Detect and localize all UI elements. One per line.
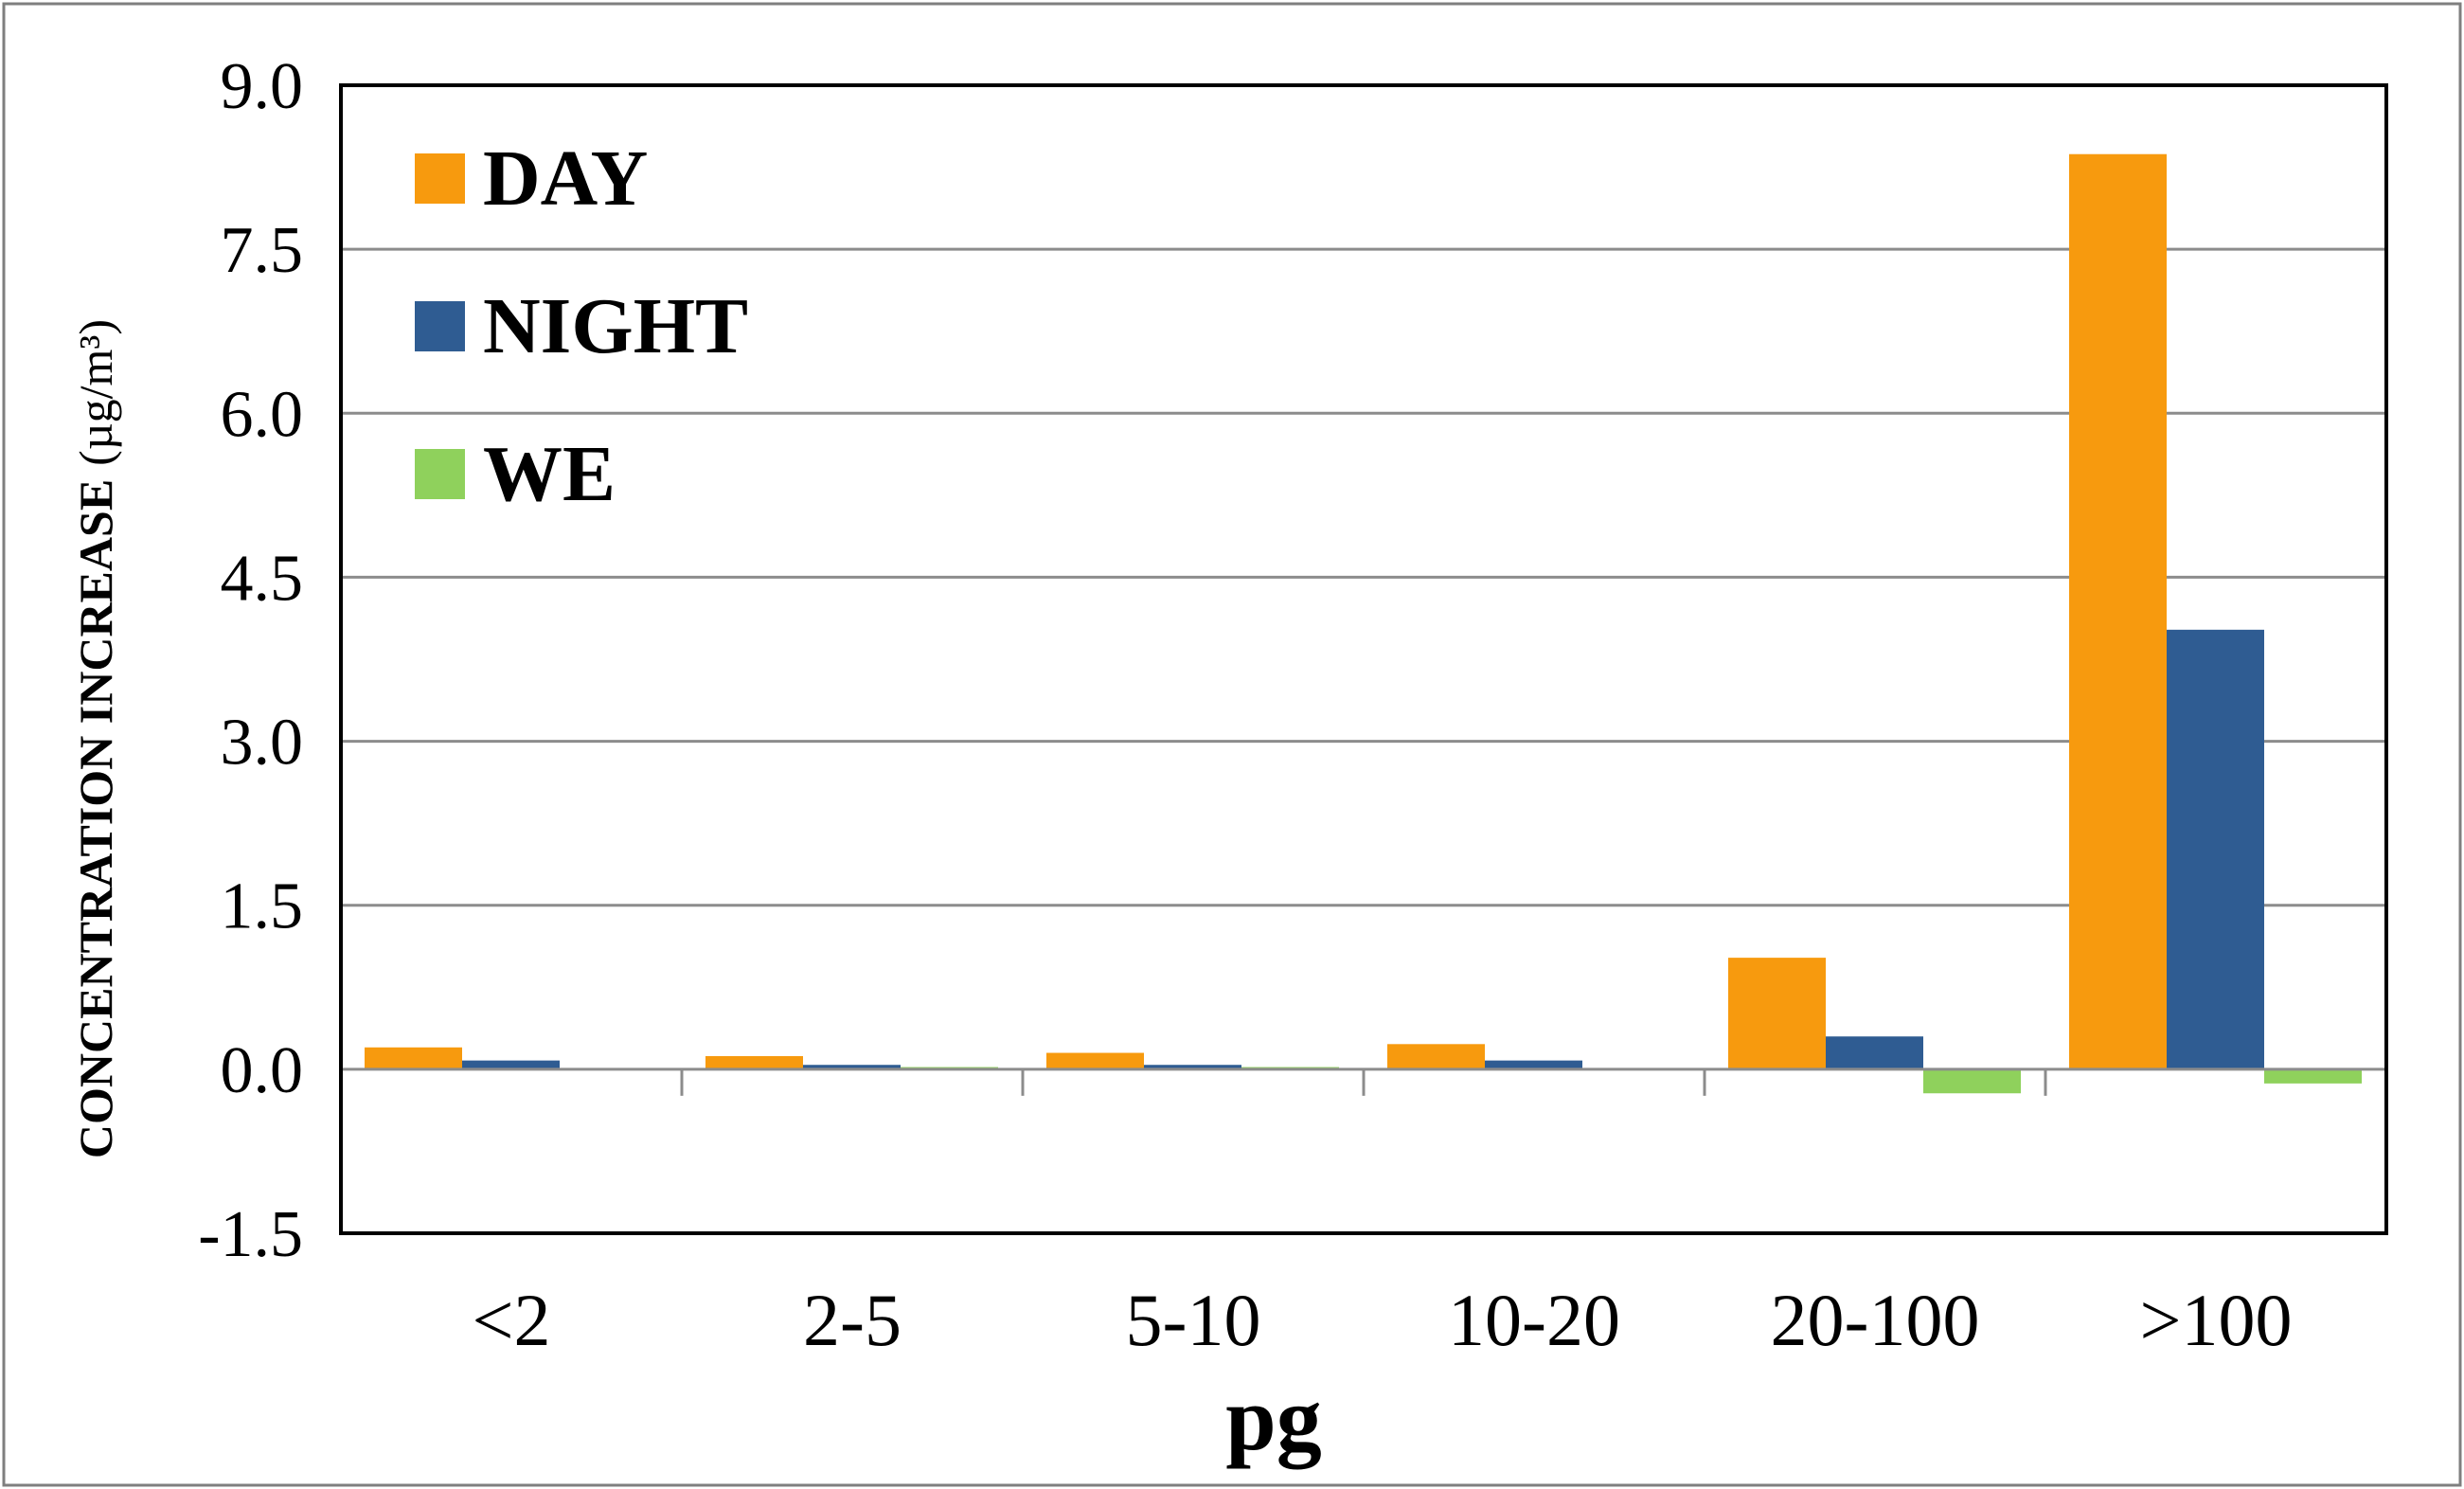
bar-day: [1387, 1044, 1485, 1069]
y-axis-title: CONCENTRATION INCREASE (µg/m³): [69, 319, 122, 1158]
x-category-label: 10-20: [1448, 1279, 1620, 1361]
bar-day: [705, 1056, 803, 1069]
plot-area-border: [339, 83, 2388, 1235]
legend-swatch-night: [415, 301, 465, 351]
x-category-label: 20-100: [1771, 1279, 1980, 1361]
axes: [339, 83, 2388, 1235]
bar-night: [1485, 1060, 1582, 1069]
bar-night: [803, 1065, 901, 1069]
bar-day: [1728, 958, 1826, 1069]
legend-label-we: WE: [483, 430, 616, 518]
bar-we: [1923, 1068, 2021, 1094]
bar-we: [2264, 1068, 2362, 1084]
y-tick-label: 6.0: [221, 378, 304, 451]
y-tick-label: 4.5: [221, 542, 304, 615]
bar-night: [1826, 1036, 1923, 1069]
legend-label-day: DAY: [483, 135, 648, 223]
x-category-label: 5-10: [1126, 1279, 1261, 1361]
bar-night: [1144, 1065, 1241, 1069]
y-tick-label: 7.5: [221, 214, 304, 287]
x-axis-title: pg: [1225, 1368, 1321, 1469]
x-category-labels: <2 2-5 5-10 10-20 20-100 >100: [473, 1279, 2293, 1361]
y-axis-title-unit: (µg/m³): [69, 319, 122, 466]
y-tick-labels: 9.0 7.5 6.0 4.5 3.0 1.5 0.0 -1.5: [198, 50, 303, 1271]
y-tick-label: 0.0: [221, 1034, 304, 1107]
legend-label-night: NIGHT: [483, 282, 748, 370]
bars: [365, 153, 2362, 1094]
bar-night: [2167, 629, 2264, 1069]
y-axis-title-text: CONCENTRATION INCREASE: [69, 479, 122, 1158]
x-category-label: 2-5: [803, 1279, 902, 1361]
bar-day: [2069, 153, 2167, 1069]
x-category-label: >100: [2140, 1279, 2293, 1361]
y-tick-label: -1.5: [198, 1198, 303, 1271]
bar-night: [462, 1060, 560, 1069]
legend-swatch-we: [415, 449, 465, 499]
bar-day: [365, 1047, 462, 1069]
y-tick-label: 3.0: [221, 707, 304, 780]
y-tick-label: 9.0: [221, 50, 304, 123]
legend: DAY NIGHT WE: [415, 135, 748, 518]
bar-day: [1046, 1052, 1144, 1069]
y-tick-label: 1.5: [221, 870, 304, 943]
legend-swatch-day: [415, 153, 465, 204]
x-category-label: <2: [473, 1279, 551, 1361]
